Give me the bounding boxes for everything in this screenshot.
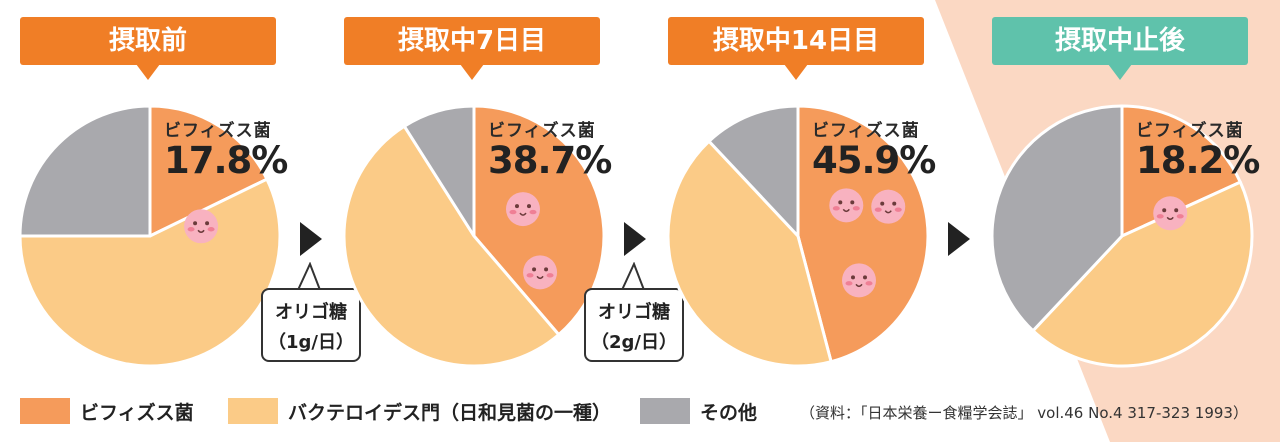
bifidobacteria-value: 45.9%: [812, 139, 936, 182]
slice-bifidobacteria: [148, 104, 269, 238]
legend-swatch: [20, 398, 70, 424]
bacteria-face-icon: [829, 188, 864, 223]
oligosaccharide-callout-1g: オリゴ糖 （1g/日）: [261, 288, 361, 362]
title-pointer: [784, 64, 808, 80]
bacteria-face-icon: [841, 263, 876, 298]
slice-other: [18, 104, 152, 238]
slice-other: [990, 104, 1124, 333]
legend-label: ビフィズス菌: [80, 401, 194, 424]
next-arrow-icon: [300, 222, 322, 256]
pie-panel-after-stop: 摂取中止後 ビフィズス菌 18.2%: [990, 0, 1270, 372]
title-pointer: [1108, 64, 1132, 80]
callout-dose: （1g/日）: [268, 332, 354, 353]
pie-chart: [666, 104, 930, 368]
slice-other: [707, 104, 800, 238]
source-citation: （資料：「日本栄養ー食糧学会誌」 vol.46 No.4 317-323 199…: [800, 404, 1248, 422]
slice-bacteroidetes: [342, 124, 561, 368]
title-pointer: [460, 64, 484, 80]
pie-label: ビフィズス菌 45.9%: [812, 116, 952, 181]
slice-bifidobacteria: [796, 104, 930, 364]
pie-chart: [990, 104, 1254, 368]
bacteria-face-icon: [184, 209, 219, 244]
bacteria-face-icon: [523, 255, 558, 290]
bifidobacteria-label: ビフィズス菌: [488, 121, 596, 141]
panel-title: 摂取中7日目: [344, 17, 600, 65]
bifidobacteria-value: 17.8%: [164, 139, 288, 182]
oligosaccharide-callout-2g: オリゴ糖 （2g/日）: [584, 288, 684, 362]
panel-title: 摂取中14日目: [668, 17, 924, 65]
pie-panel-before: 摂取前 ビフィズス菌 17.8%: [18, 0, 298, 372]
slice-other: [402, 104, 476, 238]
legend-label: バクテロイデス門（日和見菌の一種）: [288, 401, 612, 424]
legend-item-bacteroidetes: バクテロイデス門（日和見菌の一種）: [228, 396, 611, 426]
legend-item-other: その他: [640, 396, 757, 426]
panel-title: 摂取前: [20, 17, 276, 65]
pie-label: ビフィズス菌 18.2%: [1136, 116, 1276, 181]
slice-bifidobacteria: [1120, 104, 1242, 238]
callout-title: オリゴ糖: [275, 302, 347, 323]
bacteria-face-icon: [871, 189, 906, 224]
pie-panel-day14: 摂取中14日目 ビフィズス菌 45.9%: [666, 0, 946, 372]
bifidobacteria-label: ビフィズス菌: [1136, 121, 1244, 141]
legend-swatch: [228, 398, 278, 424]
bifidobacteria-label: ビフィズス菌: [164, 121, 272, 141]
bifidobacteria-value: 18.2%: [1136, 139, 1260, 182]
next-arrow-icon: [948, 222, 970, 256]
pie-label: ビフィズス菌 17.8%: [164, 116, 304, 181]
callout-title: オリゴ糖: [598, 302, 670, 323]
legend-swatch: [640, 398, 690, 424]
bifidobacteria-label: ビフィズス菌: [812, 121, 920, 141]
pie-panel-day7: 摂取中7日目 ビフィズス菌 38.7%: [342, 0, 622, 372]
pie-chart: [18, 104, 282, 368]
bacteria-face-icon: [1153, 196, 1188, 231]
legend-label: その他: [700, 401, 758, 424]
callout-dose: （2g/日）: [591, 332, 677, 353]
slice-bacteroidetes: [1031, 180, 1254, 368]
bacteria-face-icon: [505, 192, 540, 227]
bifidobacteria-value: 38.7%: [488, 139, 612, 182]
legend-item-bifidobacteria: ビフィズス菌: [20, 396, 194, 426]
title-pointer: [136, 64, 160, 80]
slice-bacteroidetes: [666, 139, 833, 368]
pie-label: ビフィズス菌 38.7%: [488, 116, 628, 181]
pie-chart: [342, 104, 606, 368]
next-arrow-icon: [624, 222, 646, 256]
panel-title: 摂取中止後: [992, 17, 1248, 65]
